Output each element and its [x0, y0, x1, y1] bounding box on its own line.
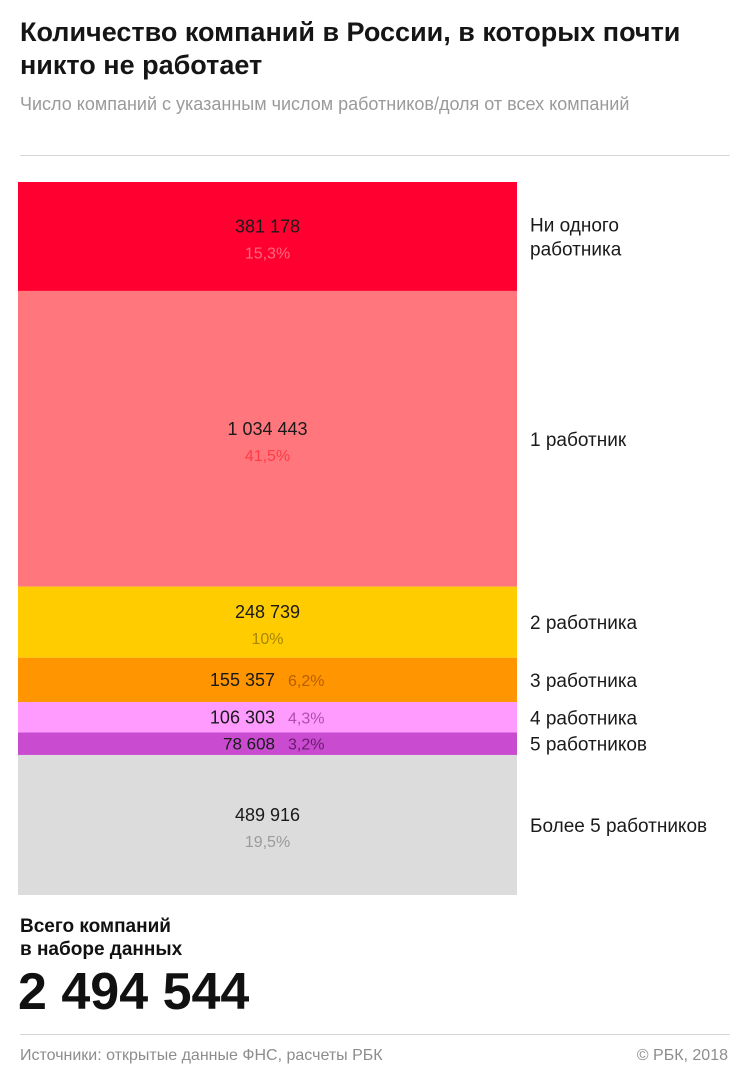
top-divider	[20, 155, 730, 156]
total-label-line2: в наборе данных	[20, 939, 183, 960]
share-label-4: 4,3%	[288, 710, 324, 727]
category-label-3: 3 работника	[530, 671, 638, 692]
value-label-3: 155 357	[210, 670, 275, 690]
share-label-0: 15,3%	[245, 245, 290, 262]
share-label-1: 41,5%	[245, 448, 290, 465]
bar-segment-5	[18, 732, 517, 755]
bottom-divider	[20, 1034, 730, 1035]
category-label-0: Ни одного работника	[530, 215, 622, 260]
bar-segment-6	[18, 754, 517, 895]
bar-segment-2	[18, 586, 517, 658]
bar-segment-4	[18, 702, 517, 733]
value-label-2: 248 739	[235, 602, 300, 622]
share-label-2: 10%	[251, 631, 283, 648]
category-label-6: Более 5 работников	[530, 816, 707, 837]
bar-segment-3	[18, 657, 517, 703]
share-label-6: 19,5%	[245, 834, 290, 851]
chart-title: Количество компаний в России, в которых …	[20, 17, 681, 80]
total-label: Всего компаний в наборе данных	[20, 915, 320, 961]
value-label-4: 106 303	[210, 707, 275, 727]
category-label-1: 1 работник	[530, 430, 627, 451]
copyright-note: © РБК, 2018	[636, 1047, 728, 1064]
value-label-5: 78 608	[223, 735, 275, 754]
category-label-4: 4 работника	[530, 708, 638, 729]
bar-segment-1	[18, 290, 517, 587]
chart-subtitle: Число компаний с указанным числом работн…	[20, 94, 630, 114]
category-label-5: 5 работников	[530, 735, 647, 756]
value-label-6: 489 916	[235, 805, 300, 825]
source-note: Источники: открытые данные ФНС, расчеты …	[20, 1047, 383, 1064]
category-label-2: 2 работника	[530, 613, 638, 634]
total-label-line1: Всего компаний	[20, 916, 171, 937]
share-label-3: 6,2%	[288, 673, 324, 690]
value-label-0: 381 178	[235, 216, 300, 236]
bar-segment-0	[18, 182, 517, 291]
value-label-1: 1 034 443	[227, 419, 307, 439]
total-value: 2 494 544	[18, 963, 250, 1021]
share-label-5: 3,2%	[288, 737, 324, 754]
